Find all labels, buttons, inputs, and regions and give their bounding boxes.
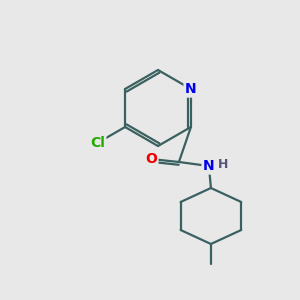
Text: N: N: [185, 82, 197, 96]
Text: Cl: Cl: [90, 136, 105, 150]
Text: H: H: [218, 158, 228, 170]
Text: O: O: [145, 152, 157, 166]
Text: N: N: [203, 159, 215, 173]
